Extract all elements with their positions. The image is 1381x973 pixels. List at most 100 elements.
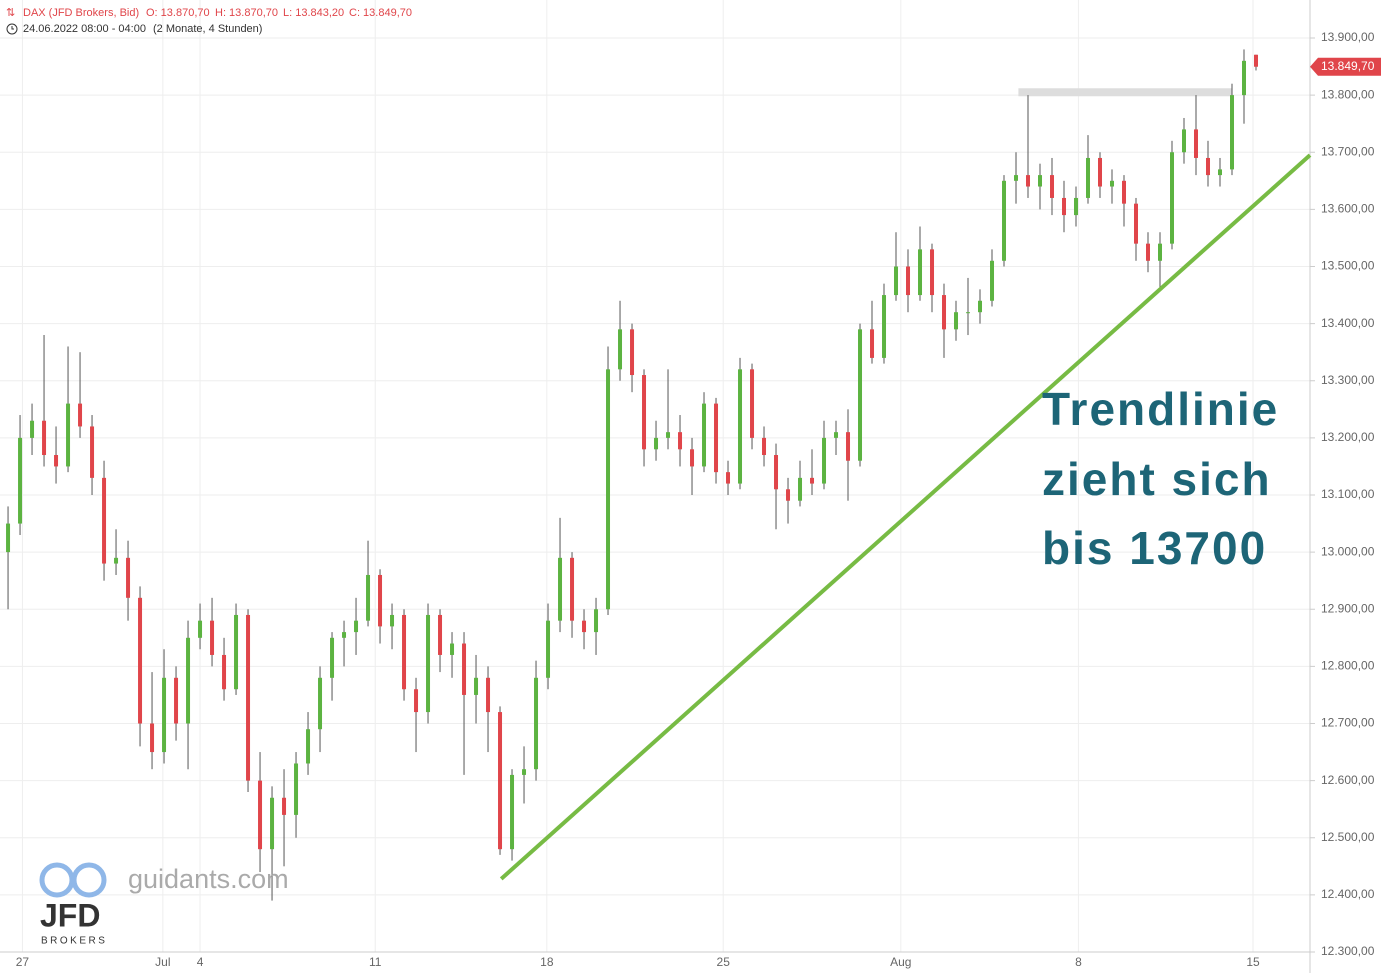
candle-body bbox=[1206, 157, 1211, 176]
candle-body bbox=[606, 369, 611, 610]
candle-body bbox=[786, 489, 791, 501]
candle-body bbox=[1098, 157, 1103, 187]
candle-body bbox=[498, 712, 503, 850]
candle-body bbox=[690, 449, 695, 467]
candle-body bbox=[258, 780, 263, 850]
candle-body bbox=[30, 420, 35, 438]
logo: guidants.com JFD BROKERS bbox=[39, 862, 289, 947]
candle-body bbox=[186, 637, 191, 724]
candle-body bbox=[558, 557, 563, 621]
candle-body bbox=[270, 797, 275, 850]
candle-body bbox=[966, 312, 971, 314]
candle-body bbox=[354, 620, 359, 633]
candle-body bbox=[1146, 243, 1151, 261]
candle-body bbox=[570, 557, 575, 621]
candle-body bbox=[870, 329, 875, 358]
candle-body bbox=[366, 574, 371, 621]
candle-body bbox=[738, 369, 743, 484]
candle-body bbox=[630, 329, 635, 376]
y-tick-label: 12.500,00 bbox=[1321, 830, 1375, 844]
candle-body bbox=[318, 677, 323, 730]
logo-sub: BROKERS bbox=[41, 936, 107, 947]
candle-body bbox=[342, 632, 347, 638]
candle-body bbox=[858, 329, 863, 461]
candle-body bbox=[222, 654, 227, 690]
candle-body bbox=[1182, 129, 1187, 153]
candle-body bbox=[174, 677, 179, 724]
candle-body bbox=[426, 614, 431, 713]
y-tick-label: 13.800,00 bbox=[1321, 87, 1375, 101]
candle-body bbox=[1110, 180, 1115, 187]
y-tick-label: 13.900,00 bbox=[1321, 30, 1375, 44]
candle-body bbox=[594, 609, 599, 633]
candle-body bbox=[402, 614, 407, 690]
candle-body bbox=[822, 437, 827, 484]
ohlc-open: O: 13.870,70 bbox=[146, 7, 210, 19]
logo-ring bbox=[71, 862, 107, 898]
candle-body bbox=[246, 614, 251, 781]
candle-body bbox=[138, 597, 143, 724]
candle-body bbox=[150, 723, 155, 753]
candle-body bbox=[1122, 180, 1127, 204]
candle-body bbox=[114, 557, 119, 564]
candle-body bbox=[54, 455, 59, 467]
candle-body bbox=[522, 769, 527, 775]
candle-body bbox=[1170, 152, 1175, 244]
candle-body bbox=[750, 369, 755, 438]
y-tick-label: 13.600,00 bbox=[1321, 202, 1375, 216]
y-tick-label: 12.300,00 bbox=[1321, 944, 1375, 958]
annotation-line: zieht sich bbox=[1042, 453, 1272, 505]
y-tick-label: 13.400,00 bbox=[1321, 316, 1375, 330]
candle-body bbox=[294, 763, 299, 815]
candle-body bbox=[6, 523, 11, 553]
candle-body bbox=[1074, 197, 1079, 216]
y-tick-label: 12.700,00 bbox=[1321, 716, 1375, 730]
y-tick-label: 13.100,00 bbox=[1321, 487, 1375, 501]
candle-body bbox=[330, 637, 335, 678]
clock-hands bbox=[11, 26, 14, 30]
candle-body bbox=[990, 260, 995, 301]
candle-body bbox=[18, 437, 23, 524]
candle-body bbox=[90, 426, 95, 478]
annotation-line: bis 13700 bbox=[1042, 522, 1267, 574]
ohlc-low: L: 13.843,20 bbox=[283, 7, 344, 19]
x-tick-label: 15 bbox=[1246, 955, 1260, 969]
trendline bbox=[499, 153, 1312, 881]
candle-body bbox=[894, 266, 899, 296]
candle-body bbox=[642, 375, 647, 450]
x-tick-label: 11 bbox=[369, 955, 382, 969]
candle-body bbox=[390, 614, 395, 627]
ohlc-high: H: 13.870,70 bbox=[215, 7, 278, 19]
candle-body bbox=[234, 614, 239, 690]
candle-body bbox=[666, 432, 671, 438]
candle-body bbox=[1242, 60, 1247, 96]
candle-body bbox=[66, 403, 71, 467]
candle-body bbox=[882, 295, 887, 358]
candle-body bbox=[1230, 95, 1235, 170]
candle-body bbox=[282, 797, 287, 815]
y-tick-label: 13.700,00 bbox=[1321, 144, 1375, 158]
candle-body bbox=[918, 249, 923, 296]
candle-body bbox=[678, 432, 683, 450]
candle-body bbox=[1254, 54, 1259, 67]
candle-body bbox=[1026, 175, 1031, 187]
candle-body bbox=[942, 295, 947, 330]
period: (2 Monate, 4 Stunden) bbox=[153, 23, 262, 35]
candle-body bbox=[810, 477, 815, 484]
candle-body bbox=[834, 432, 839, 438]
candle-body bbox=[1050, 175, 1055, 198]
candle-body bbox=[450, 643, 455, 655]
candle-body bbox=[546, 620, 551, 678]
candle-body bbox=[1218, 169, 1223, 176]
y-tick-label: 13.200,00 bbox=[1321, 430, 1375, 444]
candle-body bbox=[798, 477, 803, 501]
plot bbox=[6, 49, 1312, 901]
candle-body bbox=[762, 437, 767, 456]
candle-body bbox=[162, 677, 167, 753]
candle-body bbox=[1194, 129, 1199, 158]
candle-body bbox=[474, 677, 479, 695]
y-tick-label: 12.600,00 bbox=[1321, 773, 1375, 787]
candle-body bbox=[438, 614, 443, 655]
candle-body bbox=[378, 574, 383, 627]
